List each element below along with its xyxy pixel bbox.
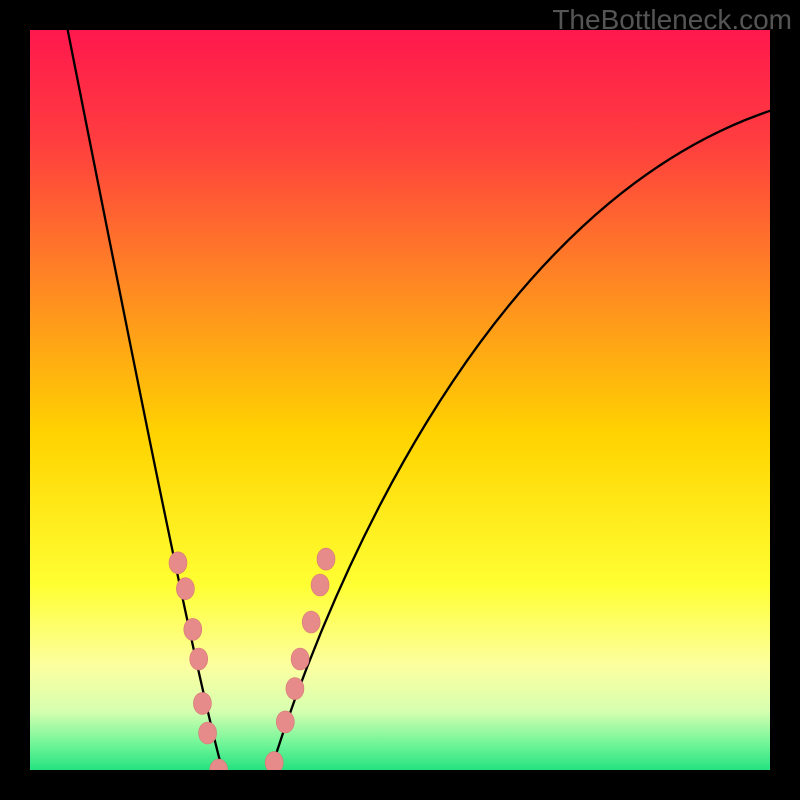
curve-marker — [193, 692, 211, 714]
curve-marker — [276, 711, 294, 733]
curve-marker — [184, 618, 202, 640]
curve-marker — [265, 752, 283, 770]
curve-marker — [176, 578, 194, 600]
watermark-text: TheBottleneck.com — [552, 4, 792, 36]
curve-marker — [291, 648, 309, 670]
curve-marker — [311, 574, 329, 596]
bottleneck-curve-chart — [30, 30, 770, 770]
curve-marker — [286, 678, 304, 700]
curve-marker — [199, 722, 217, 744]
curve-marker — [302, 611, 320, 633]
curve-marker — [317, 548, 335, 570]
plot-area — [30, 30, 770, 770]
curve-marker — [169, 552, 187, 574]
curve-marker — [190, 648, 208, 670]
chart-frame: TheBottleneck.com — [0, 0, 800, 800]
